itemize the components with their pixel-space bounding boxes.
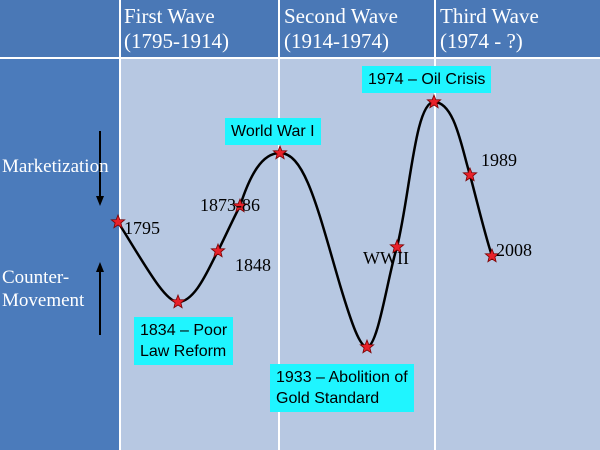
- counter-movement-arrowhead: [96, 262, 104, 272]
- event-box-oil-crisis: 1974 – Oil Crisis: [362, 66, 492, 93]
- column-header-second: Second Wave (1914-1974): [284, 4, 398, 54]
- year-label-1795: 1795: [124, 218, 160, 238]
- stars: [110, 93, 500, 354]
- star-marker-1834: [170, 293, 186, 309]
- year-label-wwii: WWII: [363, 248, 409, 268]
- event-box-gold-standard: 1933 – Abolition of Gold Standard: [270, 364, 414, 412]
- year-label-2008: 2008: [496, 240, 532, 260]
- event-box-wwi: World War I: [225, 118, 321, 145]
- star-marker-1848: [210, 242, 226, 258]
- star-marker-wwii: [389, 238, 405, 254]
- column-title: First Wave: [124, 4, 215, 28]
- star-marker-1989: [462, 166, 478, 182]
- column-header-third: Third Wave (1974 - ?): [440, 4, 539, 54]
- column-title: Second Wave: [284, 4, 398, 28]
- counter-movement-label: Counter- Movement: [2, 267, 85, 311]
- year-label-1873: 1873-86: [200, 195, 260, 215]
- marketization-arrowhead: [96, 196, 104, 206]
- column-period: (1974 - ?): [440, 29, 523, 53]
- star-marker-2008: [484, 247, 500, 263]
- year-label-1848: 1848: [235, 255, 271, 275]
- header-band: [0, 0, 600, 59]
- star-marker-1933: [359, 338, 375, 354]
- column-period: (1914-1974): [284, 29, 389, 53]
- star-marker-wwi: [272, 144, 288, 160]
- marketization-label: Marketization: [2, 156, 109, 177]
- event-box-poor-law: 1834 – Poor Law Reform: [134, 317, 234, 365]
- star-marker-1873: [232, 197, 248, 213]
- column-header-first: First Wave (1795-1914): [124, 4, 229, 54]
- year-label-1989: 1989: [481, 150, 517, 170]
- column-period: (1795-1914): [124, 29, 229, 53]
- star-marker-1974: [426, 93, 442, 109]
- left-column: [0, 59, 120, 450]
- wave-curve: [116, 100, 494, 349]
- star-marker-1795: [110, 213, 126, 229]
- column-title: Third Wave: [440, 4, 539, 28]
